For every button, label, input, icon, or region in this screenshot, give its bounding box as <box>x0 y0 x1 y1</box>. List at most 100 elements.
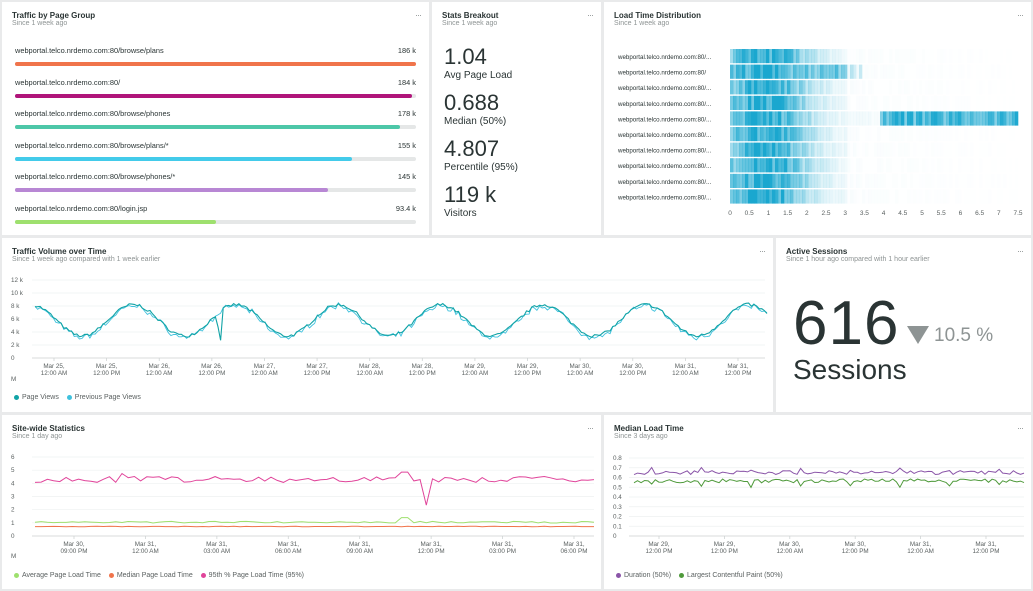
page-group-bar-track <box>15 156 416 161</box>
x-tick-label: 12:00 AM <box>251 370 278 377</box>
heatmap-row[interactable] <box>730 127 1018 142</box>
page-views-line[interactable] <box>34 302 768 341</box>
card-title: Traffic Volume over Time <box>12 247 107 256</box>
x-tick-label: 12:00 PM <box>93 370 120 377</box>
x-tick-label: Mar 31, <box>349 541 371 548</box>
more-options-icon[interactable]: ··· <box>415 10 422 20</box>
x-tick-label: 2.5 <box>821 210 830 217</box>
page-group-bar[interactable] <box>15 125 400 129</box>
x-tick-label: 06:00 PM <box>561 548 588 555</box>
x-tick-label: 12:00 PM <box>973 548 1000 555</box>
heatmap-row[interactable] <box>730 95 1018 110</box>
page-group-bar[interactable] <box>15 62 416 66</box>
x-tick-label: 12:00 PM <box>711 548 738 555</box>
heatmap-row[interactable] <box>730 173 1018 188</box>
heatmap-row[interactable] <box>730 142 1018 157</box>
page-group-value: 93.4 k <box>395 203 416 213</box>
avg-page-load-value: 1.04 <box>444 44 487 69</box>
card-title: Active Sessions <box>786 247 848 256</box>
visitors-label: Visitors <box>444 208 477 219</box>
page-group-label[interactable]: webportal.telco.nrdemo.com:80/browse/pho… <box>15 172 176 181</box>
legend-item-average[interactable]: Average Page Load Time <box>14 572 101 579</box>
heatmap-row-label: webportal.telco.nrdemo.com:80/... <box>617 148 711 155</box>
more-options-icon[interactable]: ··· <box>587 10 594 20</box>
more-options-icon[interactable]: ··· <box>759 246 766 256</box>
duration-line[interactable] <box>633 466 1025 476</box>
heatmap-row-label: webportal.telco.nrdemo.com:80/ <box>617 70 706 77</box>
heatmap-row[interactable] <box>730 189 1018 204</box>
x-tick-label: 6.5 <box>975 210 984 217</box>
more-options-icon[interactable]: ··· <box>587 423 594 433</box>
y-tick-label: 8 k <box>11 303 20 310</box>
more-options-icon[interactable]: ··· <box>1017 10 1024 20</box>
x-tick-label: 12:00 PM <box>514 370 541 377</box>
more-options-icon[interactable]: ··· <box>1017 246 1024 256</box>
x-tick-label: 12:00 AM <box>41 370 68 377</box>
x-tick-label: Mar 27, <box>254 363 276 370</box>
x-tick-label: 1.5 <box>783 210 792 217</box>
lcp-line[interactable] <box>633 478 1025 489</box>
page-group-value: 186 k <box>397 46 416 55</box>
y-tick-label: 2 <box>11 507 15 514</box>
p95-load-line[interactable] <box>34 471 595 506</box>
legend-item-95th[interactable]: 95th % Page Load Time (95%) <box>200 572 304 579</box>
x-tick-label: Mar 31, <box>727 363 749 370</box>
page-group-label[interactable]: webportal.telco.nrdemo.com:80/ <box>15 77 121 87</box>
x-tick-label: Mar 29, <box>648 541 670 548</box>
heatmap-row[interactable] <box>730 64 1018 79</box>
page-group-bar[interactable] <box>15 93 412 98</box>
x-tick-label: 09:00 PM <box>61 548 88 555</box>
legend-item-previous-page-views[interactable]: Previous Page Views <box>66 394 141 401</box>
heatmap-row[interactable] <box>730 80 1018 95</box>
card-title: Site-wide Statistics <box>12 424 85 433</box>
x-tick-label: 12:00 AM <box>462 370 489 377</box>
x-tick-label: 12:00 AM <box>356 370 383 377</box>
page-group-label[interactable]: webportal.telco.nrdemo.com:80/browse/pla… <box>15 140 169 150</box>
x-tick-label: 3 <box>843 210 847 217</box>
more-options-icon[interactable]: ··· <box>1017 423 1024 433</box>
x-tick-label: 0.5 <box>745 210 754 217</box>
page-group-label[interactable]: webportal.telco.nrdemo.com:80/browse/pla… <box>15 46 164 55</box>
median-load-line[interactable] <box>35 525 594 528</box>
y-tick-label: 0.6 <box>613 475 622 482</box>
x-tick-label: 12:00 PM <box>725 370 752 377</box>
page-group-bar[interactable] <box>15 188 328 192</box>
x-tick-label: 3.5 <box>860 210 869 217</box>
average-load-line[interactable] <box>34 517 595 524</box>
x-tick-label: 03:00 PM <box>489 548 516 555</box>
x-tick-label: Mar 29, <box>714 541 736 548</box>
page-group-bar-track <box>15 62 416 66</box>
legend-item-lcp[interactable]: Largest Contentful Paint (50%) <box>679 572 783 579</box>
heatmap-row-label: webportal.telco.nrdemo.com:80/... <box>617 85 711 92</box>
y-tick-label: 5 <box>11 467 15 474</box>
card-subtitle: Since 1 day ago <box>12 433 63 440</box>
x-tick-label: Mar 31, <box>563 541 585 548</box>
active-sessions-card: Active Sessions Since 1 hour ago compare… <box>776 238 1031 412</box>
chart-legend: Duration (50%) Largest Contentful Paint … <box>616 572 783 579</box>
legend-item-duration[interactable]: Duration (50%) <box>616 572 671 579</box>
card-subtitle: Since 1 week ago <box>12 20 68 27</box>
down-arrow-icon <box>907 326 929 344</box>
page-group-label[interactable]: webportal.telco.nrdemo.com:80/login.jsp <box>15 203 148 213</box>
page-group-label[interactable]: webportal.telco.nrdemo.com:80/browse/pho… <box>15 109 171 118</box>
heatmap-row[interactable] <box>730 49 1018 64</box>
x-tick-label: 0 <box>728 210 732 217</box>
x-tick-label: Mar 31, <box>975 541 997 548</box>
page-group-bar[interactable] <box>15 156 352 161</box>
card-title: Load Time Distribution <box>614 11 701 20</box>
page-group-bar[interactable] <box>15 219 216 224</box>
card-subtitle: Since 1 hour ago compared with 1 hour ea… <box>786 256 930 263</box>
y-tick-label: 0.7 <box>613 465 622 472</box>
median-load-time-card: Median Load Time Since 3 days ago ··· 0.… <box>604 415 1031 589</box>
x-tick-label: 1 <box>767 210 771 217</box>
heatmap-row[interactable] <box>730 158 1018 173</box>
legend-item-page-views[interactable]: Page Views <box>14 394 59 401</box>
sessions-count: 616 <box>793 289 900 358</box>
x-tick-label: 12:00 AM <box>907 548 934 555</box>
legend-item-median[interactable]: Median Page Load Time <box>108 572 193 579</box>
heatmap-row[interactable] <box>730 111 1019 126</box>
x-tick-label: Mar 31, <box>206 541 228 548</box>
y-tick-label: 6 k <box>11 316 20 323</box>
heatmap-row-label: webportal.telco.nrdemo.com:80/... <box>617 132 711 139</box>
